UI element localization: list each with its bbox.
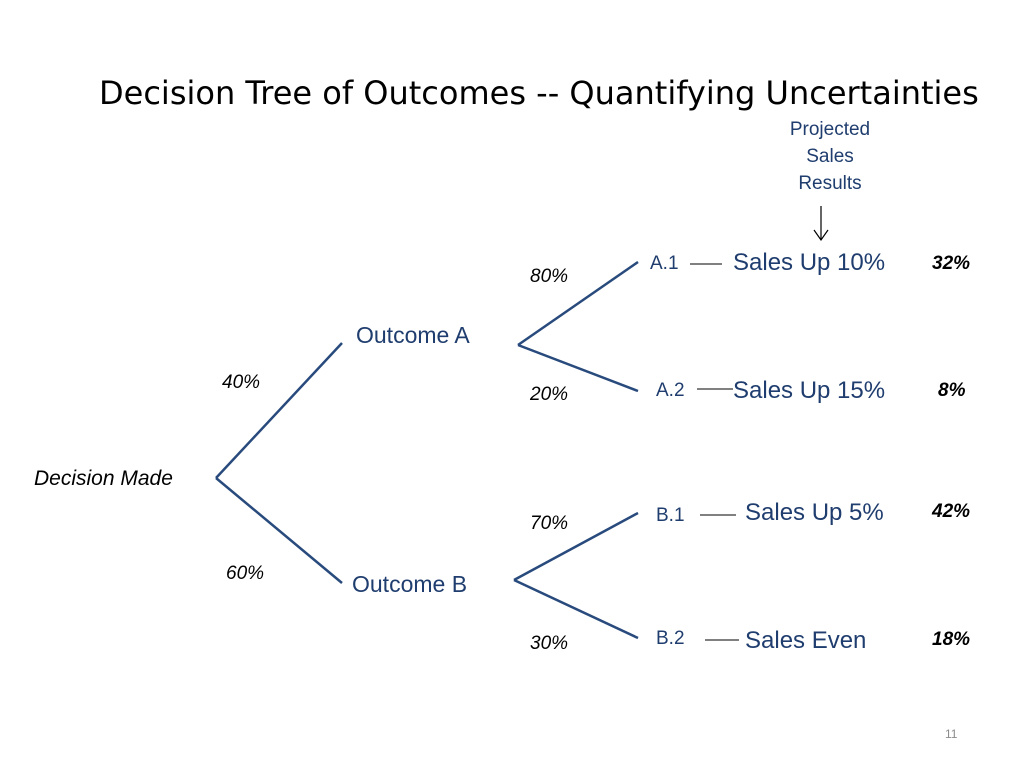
leaf-b2-probability: 30% [530, 633, 569, 654]
leaf-a1-probability: 80% [530, 266, 569, 287]
leaf-b2-combined-probability: 18% [932, 629, 971, 650]
leaf-b2-result: Sales Even [745, 627, 867, 654]
edge-outcome-b-b1 [513, 511, 639, 582]
leaf-b1-probability: 70% [530, 513, 569, 534]
projected-sales-results-label: Projected Sales Results [750, 116, 910, 197]
leaf-b1-code: B.1 [656, 505, 685, 526]
edge-root-outcome-a [215, 342, 343, 479]
leaf-a1-result: Sales Up 10% [733, 249, 886, 276]
leaf-b1-combined-probability: 42% [932, 501, 971, 522]
edge-root-outcome-b [215, 477, 343, 584]
leaf-b1-result: Sales Up 5% [745, 499, 884, 526]
branch-a-probability: 40% [222, 372, 261, 393]
leaf-a2-code: A.2 [656, 380, 685, 401]
projected-label-line-2: Sales [806, 146, 854, 167]
slide-number: 11 [945, 727, 958, 741]
root-node-label: Decision Made [34, 467, 173, 490]
branch-b-probability: 60% [226, 563, 265, 584]
projected-label-line-3: Results [798, 173, 862, 194]
leaf-a2-result: Sales Up 15% [733, 377, 886, 404]
projected-label-line-1: Projected [789, 119, 871, 140]
outcome-a-label: Outcome A [356, 322, 470, 348]
leaf-a2-probability: 20% [530, 384, 569, 405]
leaf-a1-code: A.1 [650, 253, 679, 274]
down-arrow-head-icon [813, 229, 829, 242]
edge-outcome-a-a1 [517, 260, 639, 347]
outcome-b-label: Outcome B [352, 571, 468, 597]
edge-outcome-a-a2 [517, 343, 639, 393]
leaf-a2-combined-probability: 8% [938, 380, 966, 401]
edge-outcome-b-b2 [513, 578, 639, 640]
leaf-a1-combined-probability: 32% [932, 253, 971, 274]
slide-title: Decision Tree of Outcomes -- Quantifying… [99, 74, 979, 112]
leaf-b2-code: B.2 [656, 628, 685, 649]
